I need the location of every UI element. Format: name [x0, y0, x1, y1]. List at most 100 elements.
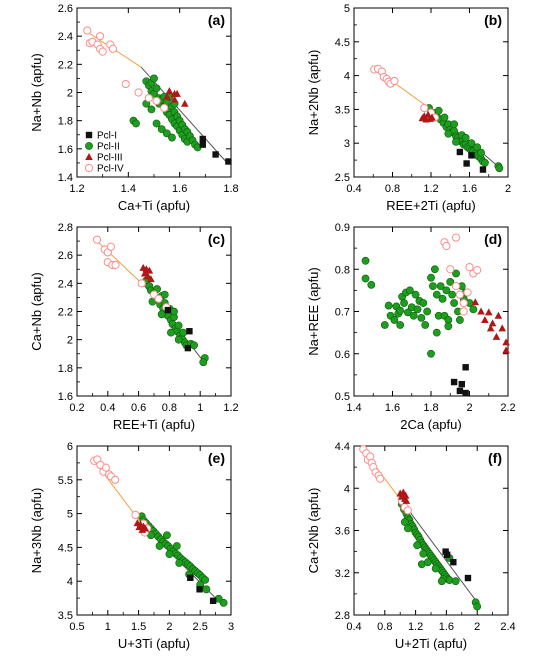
data-point-pcl-ii [409, 311, 418, 320]
data-point-pcl-ii [172, 542, 181, 550]
y-tick-label: 2.5 [335, 172, 350, 184]
x-axis-label: REE+2Ti (apfu) [386, 198, 475, 213]
y-tick-label: 2.2 [58, 307, 73, 319]
x-tick-label: 1.6 [172, 183, 187, 195]
y-tick-label: 0.7 [335, 307, 350, 319]
legend-marker-pcl-iv [84, 163, 94, 173]
data-point-pcl-i [463, 160, 470, 167]
data-point-pcl-iv [420, 103, 429, 113]
data-point-pcl-ii [150, 74, 158, 83]
data-point-pcl-ii [421, 321, 430, 329]
x-tick-label: 1.6 [385, 402, 400, 414]
x-tick-label: 1.4 [346, 402, 361, 414]
x-tick-label: 0.8 [162, 402, 177, 414]
data-point-pcl-i [187, 574, 194, 582]
data-point-pcl-ii [157, 310, 166, 319]
series-pcl-ii [397, 500, 482, 611]
data-point-pcl-iii [428, 113, 436, 121]
data-point-pcl-ii [432, 328, 441, 337]
series-pcl-iii [418, 110, 436, 123]
y-axis-label: Ca+2Nb (apfu) [306, 488, 321, 574]
panel-label: (a) [208, 12, 225, 28]
data-point-pcl-ii [413, 305, 422, 314]
x-tick-label: 1.5 [131, 621, 146, 633]
x-axis-label: Ca+Ti (apfu) [118, 198, 190, 213]
data-point-pcl-iv [465, 263, 474, 272]
data-point-pcl-ii [157, 125, 166, 134]
y-tick-label: 1.6 [58, 144, 73, 156]
data-point-pcl-iv [160, 103, 169, 113]
data-point-pcl-ii [152, 84, 161, 93]
y-axis-label: Ca+Nb (apfu) [29, 272, 44, 350]
data-point-pcl-ii [444, 322, 453, 331]
data-point-pcl-iv [111, 475, 120, 484]
y-tick-label: 2.2 [58, 59, 73, 71]
y-tick-label: 3.5 [335, 104, 350, 116]
x-tick-label: 2 [505, 183, 511, 195]
panel-1: 0.4 0.8 1.2 1.6 2 2.5 3 3.5 4 4.5 5 REE+2Ti (apfu) N… [306, 3, 511, 213]
series-pcl-i [442, 548, 472, 582]
y-tick-label: 2.4 [58, 278, 73, 290]
x-axis-label: REE+Ti (apfu) [113, 417, 195, 432]
panel-label: (d) [484, 231, 502, 247]
data-point-pcl-ii [473, 143, 482, 152]
data-point-pcl-ii [469, 305, 478, 314]
y-tick-label: 0.8 [335, 264, 350, 276]
legend-label: Pcl-II [97, 142, 120, 153]
data-point-pcl-iii [141, 524, 150, 532]
data-point-pcl-iii [170, 95, 179, 103]
data-point-pcl-iv [451, 233, 461, 242]
data-point-pcl-ii [152, 119, 161, 128]
x-tick-label: 2.5 [193, 621, 208, 633]
x-tick-label: 0.8 [377, 621, 392, 633]
legend-marker-pcl-i [85, 131, 93, 139]
y-tick-label: 1.8 [58, 363, 73, 375]
data-point-pcl-ii [430, 265, 439, 274]
data-point-pcl-ii [179, 328, 188, 337]
x-tick-label: 1.2 [423, 183, 438, 195]
y-tick-label: 0.6 [335, 349, 350, 361]
x-tick-label: 1.2 [408, 621, 423, 633]
data-point-pcl-iii [163, 92, 171, 100]
y-tick-label: 4.4 [335, 441, 350, 453]
data-point-pcl-iv [473, 265, 482, 275]
data-point-pcl-ii [367, 280, 376, 289]
data-point-pcl-i [464, 574, 472, 582]
data-point-pcl-ii [380, 321, 389, 329]
data-point-pcl-iii [477, 307, 485, 315]
data-point-pcl-ii [175, 559, 184, 567]
x-tick-label: 1.8 [423, 402, 438, 414]
data-point-pcl-ii [477, 148, 485, 157]
data-point-pcl-iv [403, 506, 412, 515]
data-point-pcl-ii [446, 278, 455, 286]
data-point-pcl-iv [390, 76, 399, 86]
data-point-pcl-iv [137, 279, 146, 288]
data-point-pcl-ii [434, 106, 443, 115]
y-tick-label: 0.9 [335, 222, 350, 234]
data-point-pcl-iii [488, 319, 497, 327]
data-point-pcl-i [164, 306, 172, 314]
x-tick-label: 0.6 [131, 402, 146, 414]
data-point-pcl-iii [481, 315, 489, 323]
data-point-pcl-iv [111, 260, 120, 270]
data-point-pcl-ii [436, 282, 445, 291]
x-tick-label: 2 [166, 621, 172, 633]
x-axis-label: 2Ca (apfu) [400, 417, 461, 432]
data-point-pcl-iv [154, 294, 163, 303]
data-point-pcl-i [443, 551, 451, 558]
x-tick-label: 1.6 [439, 621, 454, 633]
legend-marker-pcl-ii [85, 142, 93, 150]
data-point-pcl-ii [424, 558, 432, 567]
panel-2: 0.2 0.4 0.6 0.8 1 1.2 1.6 1.8 2 2.2 2.4 2.6 2.8 REE+T… [29, 222, 239, 432]
y-tick-label: 2.4 [58, 31, 73, 43]
panel-5: 0.4 0.8 1.2 1.6 2 2.4 2.8 3.2 3.6 4 4.4 U+2Ti (apfu… [306, 441, 516, 651]
data-point-pcl-ii [444, 129, 453, 138]
data-point-pcl-ii [473, 602, 482, 611]
data-point-pcl-i [458, 380, 465, 388]
data-point-pcl-ii [455, 316, 464, 324]
data-point-pcl-i [456, 387, 464, 395]
y-tick-label: 2.6 [58, 250, 73, 262]
y-tick-label: 4 [344, 71, 350, 83]
